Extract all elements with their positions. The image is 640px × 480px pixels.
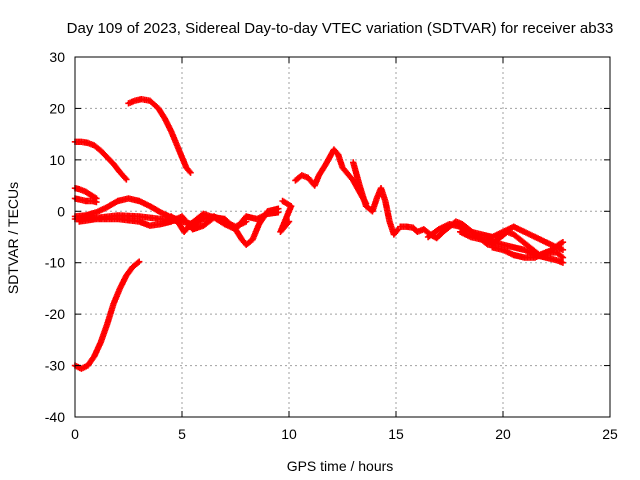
data-point-plus [393, 227, 401, 234]
x-tick-label: 15 [388, 426, 404, 442]
series-arc_c [277, 197, 295, 236]
data-point-plus [559, 254, 567, 261]
data-point-plus [285, 218, 293, 225]
series-arc_2 [71, 195, 100, 206]
y-tick-label: -30 [45, 358, 65, 374]
y-tick-label: -10 [45, 255, 65, 271]
series-arc_e [350, 159, 402, 238]
x-axis-label: GPS time / hours [287, 458, 394, 474]
data-point-plus [93, 198, 100, 206]
x-tick-label: 20 [495, 426, 511, 442]
y-tick-label: -40 [45, 409, 65, 425]
x-tick-label: 5 [178, 426, 186, 442]
plot-frame [74, 56, 611, 418]
data-point-plus [187, 169, 194, 176]
data-point-plus [559, 238, 567, 246]
data-point-plus [134, 259, 142, 266]
series-arc_bottom [71, 258, 143, 372]
series-arc_top_high [125, 95, 194, 176]
y-axis-ticks: 30 20 10 0 -10 -20 -30 -40 [45, 49, 610, 425]
grid-lines [75, 57, 610, 417]
y-axis-label: SDTVAR / TECUs [5, 182, 21, 294]
data-point-plus [186, 168, 193, 175]
data-point-plus [559, 246, 567, 254]
y-tick-label: 30 [49, 49, 65, 65]
series-arc_13 [71, 138, 130, 183]
x-tick-label: 10 [281, 426, 297, 442]
y-tick-label: 10 [49, 152, 65, 168]
y-tick-label: 20 [49, 100, 65, 116]
data-point-plus [558, 253, 565, 260]
data-point-plus [122, 175, 129, 182]
x-axis-ticks: 0 5 10 15 20 25 [71, 57, 618, 442]
data-points [71, 95, 567, 372]
data-point-plus [136, 258, 143, 265]
series-arc_mid_c [168, 209, 282, 236]
data-point-plus [284, 219, 292, 227]
data-point-plus [123, 176, 130, 183]
y-tick-label: 0 [57, 203, 65, 219]
series-arc_i [489, 244, 567, 261]
x-tick-label: 25 [602, 426, 618, 442]
x-tick-label: 0 [71, 426, 79, 442]
data-point-plus [275, 209, 282, 216]
series-arc_d [292, 146, 370, 207]
y-tick-label: -20 [45, 306, 65, 322]
chart-title: Day 109 of 2023, Sidereal Day-to-day VTE… [67, 20, 614, 37]
